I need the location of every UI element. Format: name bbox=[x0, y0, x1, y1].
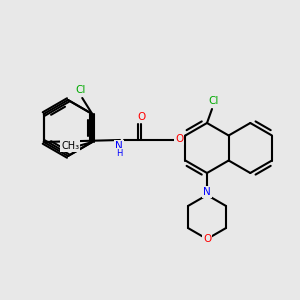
Text: Cl: Cl bbox=[75, 85, 86, 95]
Text: O: O bbox=[175, 134, 183, 144]
Text: H: H bbox=[116, 148, 122, 158]
Text: O: O bbox=[203, 234, 211, 244]
Text: O: O bbox=[137, 112, 145, 122]
Text: CH₃: CH₃ bbox=[61, 141, 79, 151]
Text: N: N bbox=[115, 141, 123, 151]
Text: N: N bbox=[203, 187, 211, 197]
Text: Cl: Cl bbox=[209, 96, 219, 106]
